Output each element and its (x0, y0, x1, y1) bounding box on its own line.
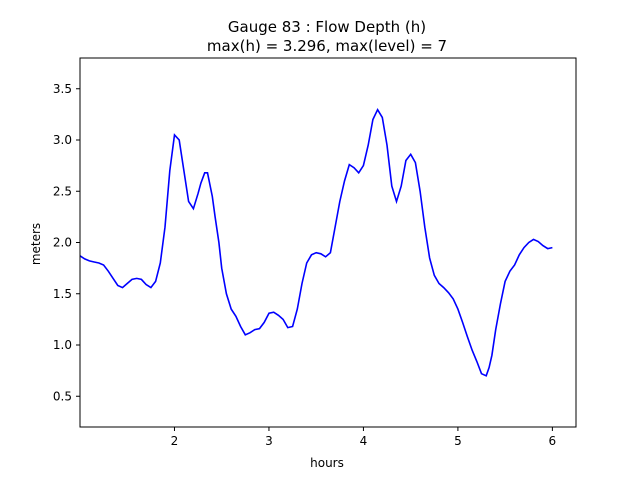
x-tick-label: 2 (171, 434, 179, 448)
axes-frame (79, 57, 577, 428)
y-tick-label: 2.5 (53, 184, 72, 198)
x-tick-label: 4 (360, 434, 368, 448)
y-tick-label: 1.5 (53, 287, 72, 301)
y-tick-label: 0.5 (53, 389, 72, 403)
y-axis-label: meters (29, 223, 43, 265)
y-tick-label: 2.0 (53, 236, 72, 250)
chart-title-line2: max(h) = 3.296, max(level) = 7 (207, 37, 447, 55)
y-tick-label: 3.5 (53, 82, 72, 96)
y-tick-label: 3.0 (53, 133, 72, 147)
x-tick-label: 5 (454, 434, 462, 448)
flow-depth-line (79, 108, 553, 377)
x-tick-label: 3 (265, 434, 273, 448)
x-tick-label: 6 (549, 434, 557, 448)
y-axis-ticks: 0.5 1.0 1.5 2.0 2.5 3.0 3.5 (53, 82, 80, 403)
x-axis-label: hours (310, 456, 344, 470)
x-axis-ticks: 2 3 4 5 6 (171, 427, 557, 448)
y-tick-label: 1.0 (53, 338, 72, 352)
chart-title-line1: Gauge 83 : Flow Depth (h) (228, 18, 426, 36)
